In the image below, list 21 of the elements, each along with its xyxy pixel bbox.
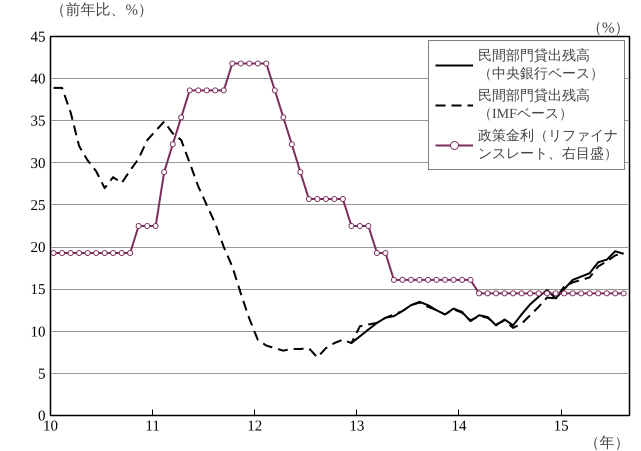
- x-tick-label: 11: [145, 418, 160, 434]
- x-axis-title: （年）: [584, 434, 630, 451]
- legend-label: 民間部門貸出残高（中央銀行ベース）: [478, 47, 604, 83]
- legend-label: 政策金利（リファイナンスレート、右目盛）: [478, 128, 618, 163]
- y-tick-label: 20: [30, 240, 46, 256]
- x-tick-label: 13: [349, 418, 364, 434]
- x-tick-label: 14: [451, 418, 467, 434]
- x-tick-label: 15: [554, 418, 569, 434]
- y-tick-label: 15: [30, 282, 46, 298]
- y-tick-label: 0: [38, 408, 46, 424]
- y-tick-label: 5: [38, 366, 46, 382]
- y-tick-label: 35: [30, 114, 46, 130]
- y-tick-label: 10: [30, 324, 46, 340]
- y2-axis-title: （%）: [587, 20, 630, 36]
- y-tick-label: 30: [30, 156, 46, 172]
- legend-label: 民間部門貸出残高（IMFベース）: [478, 87, 590, 123]
- x-tick-label: 12: [247, 418, 262, 434]
- y-axis-title: （前年比、%）: [50, 2, 153, 18]
- y-tick-label: 45: [30, 30, 46, 46]
- y-tick-label: 40: [30, 72, 46, 88]
- y-tick-label: 25: [30, 198, 46, 214]
